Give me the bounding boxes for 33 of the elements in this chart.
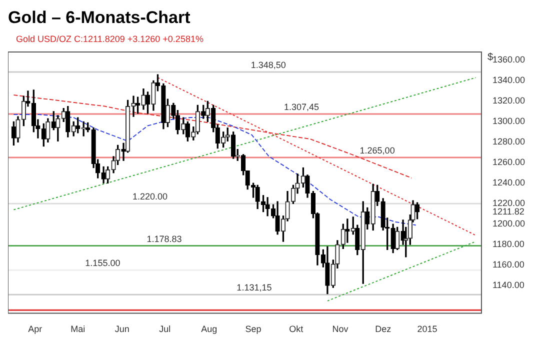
x-tick-label: 2015: [417, 324, 438, 334]
x-tick-label: Jun: [114, 324, 130, 334]
ref-line-label: 1.220.00: [132, 192, 168, 202]
y-tick-label: 1340.00: [492, 75, 526, 86]
y-tick-label: 1140.00: [492, 280, 524, 290]
y-axis-title: $: [487, 52, 494, 63]
y-tick-label: 1180.00: [492, 239, 524, 250]
x-tick-label: Sep: [245, 324, 262, 334]
y-tick-label: 1200.00: [492, 218, 526, 229]
y-tick-label: 1260.00: [492, 157, 526, 168]
x-tick-label: Nov: [332, 324, 349, 334]
x-tick-label: Mai: [70, 324, 86, 334]
ref-line-label: 1.307,45: [284, 102, 320, 112]
y-tick-label: 1320.00: [492, 96, 526, 106]
x-tick-label: Apr: [28, 324, 42, 334]
x-tick-label: Dez: [375, 324, 392, 334]
ref-line-label: 1.155.00: [85, 258, 120, 268]
y-tick-label: 1300.00: [492, 116, 526, 126]
y-tick-label: 1220.00: [492, 198, 526, 208]
x-tick-label: Okt: [289, 324, 304, 334]
x-tick-label: Aug: [201, 324, 218, 334]
ref-line-label: 1.131,15: [236, 282, 272, 293]
ref-line-label: 1.178.83: [146, 234, 182, 244]
x-tick-label: Jul: [159, 324, 171, 334]
y-tick-label: 1240.00: [492, 178, 526, 188]
ref-line-label: 1.265,00: [360, 146, 395, 156]
chart-subtitle: Gold USD/OZ C:1211.8209 +3.1260 +0.2581%: [16, 34, 204, 44]
chart-title: Gold – 6-Monats-Chart: [8, 8, 192, 28]
y-tick-label: 1211.82: [492, 206, 524, 216]
y-tick-label: 1360.00: [492, 54, 526, 65]
y-tick-label: 1280.00: [492, 136, 526, 147]
y-tick-label: 1160.00: [492, 260, 524, 270]
ref-line-label: 1.348,50: [250, 60, 286, 70]
